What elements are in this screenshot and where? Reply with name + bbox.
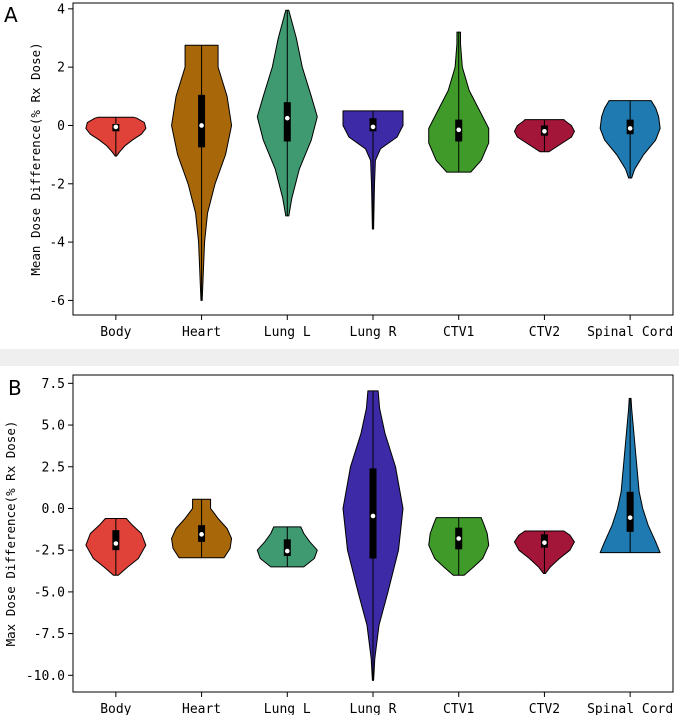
- y-axis-title: Mean Dose Difference(% Rx Dose): [28, 42, 43, 275]
- plot-frame: [72, 2, 674, 316]
- y-tick-label: -2.5: [34, 544, 65, 559]
- y-tick-label: -2: [49, 177, 65, 192]
- panel-label: B: [8, 376, 22, 400]
- y-tick-label: 7.5: [42, 377, 65, 392]
- median-point-lung-r: [370, 124, 376, 130]
- y-tick-layer: -6 -4 -2 0 2 4: [49, 2, 73, 309]
- y-tick-label: 5.0: [42, 419, 65, 434]
- x-tick-layer: Body Heart Lung L Lung R CTV1 CTV2 Spinal Cord: [100, 692, 673, 715]
- x-tick-label: CTV2: [529, 325, 560, 340]
- violin-layer: [85, 9, 661, 301]
- median-point-ctv1: [456, 536, 462, 541]
- y-tick-label: -4: [49, 236, 65, 251]
- x-tick-label: CTV2: [529, 702, 560, 715]
- x-tick-label: Heart: [182, 702, 221, 715]
- median-point-spinal-cord: [627, 126, 633, 131]
- y-tick-label: 4: [57, 2, 65, 17]
- iqr-box-lung-l: [283, 539, 291, 557]
- median-point-body: [113, 541, 119, 546]
- y-tick-label: -5.0: [34, 585, 65, 600]
- x-tick-label: Lung L: [264, 702, 311, 715]
- iqr-box-body: [112, 530, 120, 551]
- x-tick-label: Heart: [182, 325, 221, 340]
- median-point-heart: [199, 123, 204, 128]
- panel-b-max-dose: B -10.0 -7.5 -5.0 -2.5 0.0 2.5 5.0 7.5 Body Hear…: [3, 374, 674, 715]
- median-point-lung-l: [284, 548, 290, 554]
- violin-layer: [85, 390, 661, 681]
- plot-frame: [72, 374, 674, 693]
- median-point-lung-r: [370, 513, 376, 519]
- panel-label: A: [4, 3, 18, 27]
- iqr-box-lung-r: [369, 468, 377, 559]
- y-tick-label: 2: [57, 61, 65, 76]
- y-tick-label: 0: [57, 119, 65, 134]
- y-tick-label: 0.0: [42, 502, 65, 517]
- x-tick-label: CTV1: [443, 702, 474, 715]
- median-point-spinal-cord: [627, 515, 633, 520]
- x-tick-label: Lung R: [350, 702, 397, 715]
- median-point-heart: [199, 532, 204, 537]
- median-point-body: [113, 124, 119, 130]
- y-tick-label: -10.0: [26, 669, 65, 684]
- x-tick-label: Spinal Cord: [587, 325, 673, 340]
- median-point-ctv2: [542, 128, 547, 134]
- iqr-box-spinal-cord: [626, 491, 634, 532]
- median-point-ctv1: [456, 127, 462, 133]
- x-tick-label: Body: [100, 702, 131, 715]
- x-tick-label: CTV1: [443, 325, 474, 340]
- x-tick-label: Lung R: [350, 325, 397, 340]
- y-axis-title: Max Dose Difference(% Rx Dose): [3, 421, 18, 647]
- panel-separator: [0, 349, 679, 366]
- median-point-ctv2: [542, 540, 547, 545]
- median-point-lung-l: [284, 115, 290, 121]
- iqr-box-heart: [198, 94, 206, 148]
- panel-a-mean-dose: A -6 -4 -2 0 2 4 Body Heart Lung L Lung R CTV1 CTV…: [4, 2, 674, 340]
- iqr-box-lung-l: [283, 102, 291, 142]
- y-tick-label: 2.5: [42, 460, 65, 475]
- x-tick-label: Spinal Cord: [587, 702, 673, 715]
- x-tick-layer: Body Heart Lung L Lung R CTV1 CTV2 Spinal Cord: [100, 315, 673, 340]
- y-tick-label: -7.5: [34, 627, 65, 642]
- y-tick-layer: -10.0 -7.5 -5.0 -2.5 0.0 2.5 5.0 7.5: [26, 377, 73, 684]
- x-tick-label: Body: [100, 325, 131, 340]
- y-tick-label: -6: [49, 294, 65, 309]
- x-tick-label: Lung L: [264, 325, 311, 340]
